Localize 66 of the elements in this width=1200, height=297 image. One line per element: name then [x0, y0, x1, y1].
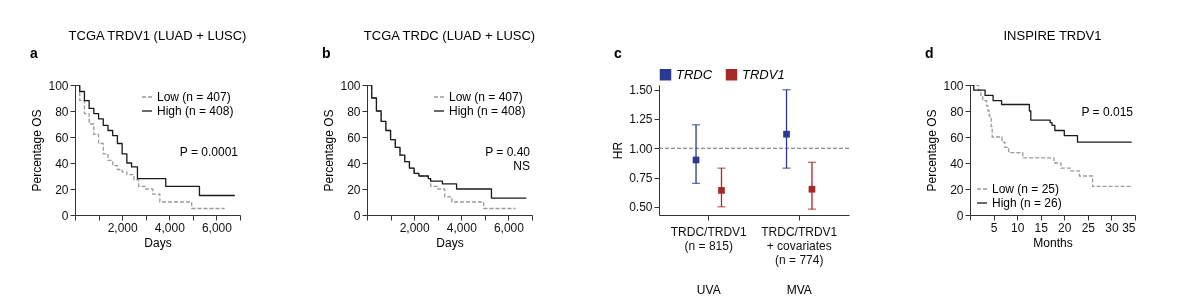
y-tick-label: 100: [340, 78, 361, 93]
y-tick-label: 20: [55, 182, 69, 197]
legend-label: TRDV1: [742, 66, 785, 82]
text: a: [30, 45, 38, 61]
y-tick-label: 0: [956, 208, 964, 223]
x-axis-title: Months: [1033, 235, 1073, 250]
y-tick-label: 0.50: [629, 200, 653, 215]
text: MVA: [786, 283, 812, 297]
annotation: NS: [513, 159, 530, 173]
y-tick-label: 20: [950, 182, 964, 197]
legend-label: High (n = 26): [992, 196, 1062, 210]
text: d: [925, 45, 934, 61]
x-tick-label: 35: [1122, 220, 1136, 235]
legend-label: High (n = 408): [449, 104, 526, 118]
legend-label: Low (n = 407): [157, 90, 231, 104]
chart-title: TCGA TRDV1 (LUAD + LUSC): [68, 28, 247, 43]
annotation: P = 0.0001: [179, 145, 239, 159]
x-tick-label: 2,000: [107, 220, 138, 235]
chart-title: INSPIRE TRDV1: [1003, 28, 1102, 43]
x-tick-label: 15: [1034, 220, 1049, 235]
y-tick-label: 0: [61, 208, 69, 223]
y-tick-label: 20: [347, 182, 361, 197]
y-axis-title: Percentage OS: [30, 109, 45, 192]
x-tick-label: 4,000: [446, 220, 478, 235]
y-tick-label: 60: [55, 130, 69, 145]
x-tick-label: 6,000: [201, 220, 233, 235]
y-tick-label: 60: [950, 130, 964, 145]
y-axis-title: HR: [611, 141, 626, 160]
text: b: [322, 45, 331, 61]
x-tick-label: 20: [1058, 220, 1072, 235]
text: UVA: [696, 283, 721, 297]
x-tick-label: 2,000: [399, 220, 430, 235]
y-axis-title: Percentage OS: [925, 109, 940, 192]
text: c: [614, 45, 622, 61]
chart-title: TCGA TRDC (LUAD + LUSC): [363, 28, 536, 43]
annotation: P = 0.40: [485, 145, 531, 159]
annotation: P = 0.015: [1081, 105, 1134, 119]
y-tick-label: 1.50: [629, 83, 653, 98]
y-tick-label: 60: [347, 130, 361, 145]
y-tick-label: 100: [943, 78, 964, 93]
x-axis-title: Days: [144, 235, 172, 250]
y-tick-label: 40: [347, 156, 361, 171]
y-tick-label: 40: [950, 156, 964, 171]
y-tick-label: 100: [48, 78, 69, 93]
x-tick-label: 4,000: [154, 220, 186, 235]
y-tick-label: 80: [347, 104, 361, 119]
legend-label: TRDC: [676, 66, 713, 82]
y-axis-title: Percentage OS: [322, 109, 337, 192]
legend-label: Low (n = 407): [449, 90, 523, 104]
x-tick-label: 6,000: [493, 220, 525, 235]
y-tick-label: 80: [55, 104, 69, 119]
y-tick-label: 1.25: [629, 112, 653, 127]
x-tick-label: 30: [1105, 220, 1119, 235]
x-tick-label: 25: [1081, 220, 1096, 235]
x-tick-label: 10: [1010, 220, 1025, 235]
y-tick-label: 0: [353, 208, 361, 223]
y-tick-label: 1.00: [629, 141, 653, 156]
y-tick-label: 0.75: [629, 171, 653, 186]
y-tick-label: 40: [55, 156, 69, 171]
legend-label: High (n = 408): [157, 104, 234, 118]
x-tick-label: TRDC/TRDV1 + covariates (n = 774): [761, 224, 838, 267]
x-axis-title: Days: [436, 235, 464, 250]
x-tick-label: 5: [990, 220, 998, 235]
y-tick-label: 80: [950, 104, 964, 119]
legend-label: Low (n = 25): [992, 182, 1060, 196]
x-tick-label: TRDC/TRDV1 (n = 815): [670, 224, 748, 253]
